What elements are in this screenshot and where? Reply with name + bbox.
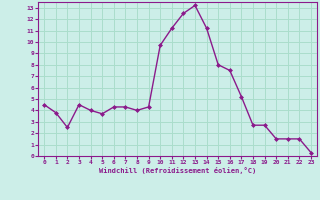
X-axis label: Windchill (Refroidissement éolien,°C): Windchill (Refroidissement éolien,°C) xyxy=(99,167,256,174)
